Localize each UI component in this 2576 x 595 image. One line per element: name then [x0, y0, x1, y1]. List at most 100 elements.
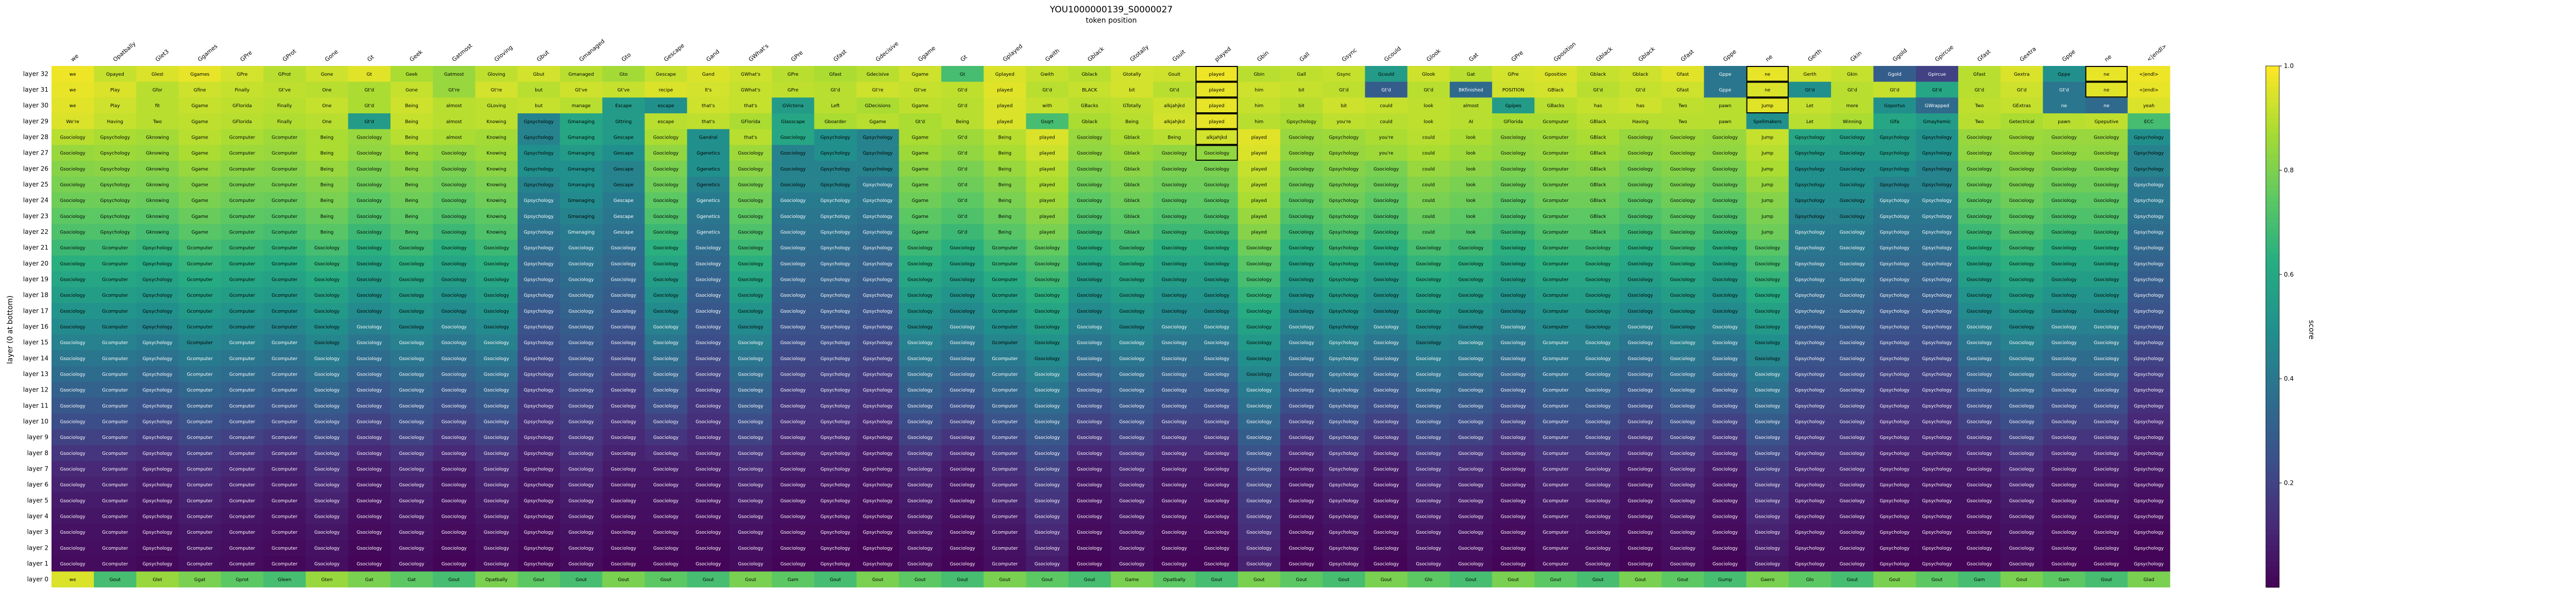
colorbar-segment	[2266, 237, 2279, 244]
cell-token-label: Gescape	[614, 151, 634, 156]
heatmap-cell	[814, 145, 857, 161]
heatmap-cell	[517, 97, 561, 114]
cell-token-label: Gsociology	[1458, 388, 1484, 393]
cell-token-label: Gsociology	[781, 341, 806, 346]
cell-token-label: Gsociology	[653, 404, 679, 409]
cell-token-label: Gsociology	[611, 356, 637, 362]
colorbar-segment	[2266, 394, 2279, 400]
cell-token-label: Gsociology	[1713, 499, 1738, 504]
cell-token-label: Being	[1125, 120, 1139, 125]
cell-token-label: Gfast	[1973, 72, 1986, 77]
cell-token-label: Gpsychology	[100, 230, 130, 235]
cell-token-label: Gsociology	[1162, 546, 1188, 551]
cell-token-label: Gblack	[1590, 72, 1606, 77]
cell-token-label: Gsociology	[2009, 262, 2035, 267]
cell-token-label: Gsociology	[442, 404, 467, 409]
cell-token-label: Gsociology	[357, 372, 382, 378]
heatmap-cell	[1449, 97, 1493, 114]
cell-token-label: could	[1422, 198, 1435, 203]
x-tick-label: Gto	[620, 52, 633, 63]
cell-token-label: Gsociology	[60, 562, 86, 567]
heatmap-cell	[1407, 192, 1450, 209]
heatmap-cell	[1788, 113, 1832, 129]
cell-token-label: Gsociology	[2009, 515, 2035, 520]
cell-token-label: Gsociology	[2009, 483, 2035, 488]
colorbar-segment	[2266, 415, 2279, 421]
heatmap-cell	[645, 240, 687, 256]
colorbar-segment	[2266, 546, 2279, 551]
heatmap-cell	[1026, 161, 1069, 177]
cell-token-label: Gcomputer	[272, 198, 298, 203]
cell-token-label: Gcomputer	[992, 293, 1018, 298]
heatmap-cell	[263, 81, 306, 98]
cell-token-label: Gsociology	[399, 356, 425, 362]
cell-token-label: Gsociology	[1374, 467, 1399, 472]
cell-token-label: Gpsychology	[820, 135, 851, 141]
cell-token-label: Left	[831, 104, 840, 109]
cell-token-label: Gsociology	[738, 341, 764, 346]
colorbar-segment	[2266, 514, 2279, 520]
cell-token-label: alkjahjkd	[1164, 120, 1184, 125]
colorbar-segment	[2266, 352, 2279, 359]
heatmap-cell	[1577, 176, 1620, 193]
cell-token-label: Gsociology	[484, 325, 510, 330]
cell-token-label: Gsociology	[1755, 262, 1781, 267]
cell-token-label: manage	[572, 104, 591, 109]
cell-token-label: Gsociology	[1967, 372, 1992, 378]
cell-token-label: Gpsychology	[1795, 214, 1825, 219]
cell-token-label: Gsociology	[950, 420, 976, 425]
heatmap-cell	[1788, 66, 1832, 82]
heatmap-cells: we Opayed Glest Ggames GPre GProt Gone Gt Geek Ga…	[52, 66, 2171, 588]
cell-token-label: Gsociology	[781, 404, 806, 409]
heatmap-cell	[645, 176, 687, 193]
cell-token-label: Being	[405, 104, 418, 109]
cell-token-label: Gsociology	[738, 293, 764, 298]
cell-token-label: Gsociology	[781, 420, 806, 425]
heatmap-cell	[178, 145, 222, 161]
colorbar-segment	[2266, 97, 2279, 103]
cell-token-label: Gsociology	[1755, 309, 1781, 314]
colorbar-segment	[2266, 149, 2279, 155]
x-tick-label: Gone	[324, 48, 340, 63]
cell-token-label: Gsociology	[442, 214, 467, 219]
cell-token-label: Gsociology	[1628, 246, 1653, 251]
colorbar-segment	[2266, 420, 2279, 426]
heatmap-cell	[1238, 240, 1281, 256]
cell-token-label: Gsociology	[1077, 420, 1103, 425]
cell-token-label: Gsociology	[314, 372, 340, 378]
cell-token-label: Gblack	[1124, 151, 1141, 156]
cell-token-label: Gsociology	[2094, 499, 2120, 504]
cell-token-label: Gsociology	[568, 451, 594, 456]
cell-token-label: Gsociology	[60, 293, 86, 298]
cell-token-label: Gpsychology	[1879, 278, 1910, 283]
cell-token-label: Gpsychology	[1879, 230, 1910, 235]
heatmap-cell	[984, 224, 1026, 240]
heatmap-cell	[390, 129, 433, 145]
cell-token-label: Gescape	[614, 135, 634, 141]
cell-token-label: Gpsychology	[863, 198, 893, 203]
heatmap-cell	[1111, 129, 1154, 145]
cell-token-label: we	[70, 72, 76, 77]
cell-token-label: Gsociology	[696, 246, 721, 251]
colorbar-segment	[2266, 426, 2279, 431]
cell-token-label: Gcomputer	[187, 262, 213, 267]
cell-token-label: Gpsychology	[143, 278, 173, 283]
cell-token-label: Gsociology	[399, 325, 425, 330]
cell-token-label: Gsociology	[1246, 293, 1272, 298]
cell-token-label: Gsociology	[1374, 562, 1399, 567]
cell-token-label: Gsuit	[1168, 72, 1181, 77]
cell-token-label: Gsociology	[1840, 293, 1866, 298]
cell-token-label: Gsociology	[653, 198, 679, 203]
cell-token-label: Gsociology	[1585, 546, 1611, 551]
cell-token-label: Gout	[1211, 577, 1223, 583]
cell-token-label: could	[1422, 167, 1435, 172]
cell-token-label: Gpsychology	[863, 372, 893, 378]
cell-token-label: Gsociology	[1077, 278, 1103, 283]
cell-token-label: Being	[405, 151, 418, 156]
cell-token-label: Gpsychology	[2134, 499, 2164, 504]
heatmap-cell	[1577, 240, 1620, 256]
cell-token-label: Gsociology	[1162, 151, 1188, 156]
heatmap-cell	[348, 113, 391, 129]
cell-token-label: Gsociology	[696, 483, 721, 488]
